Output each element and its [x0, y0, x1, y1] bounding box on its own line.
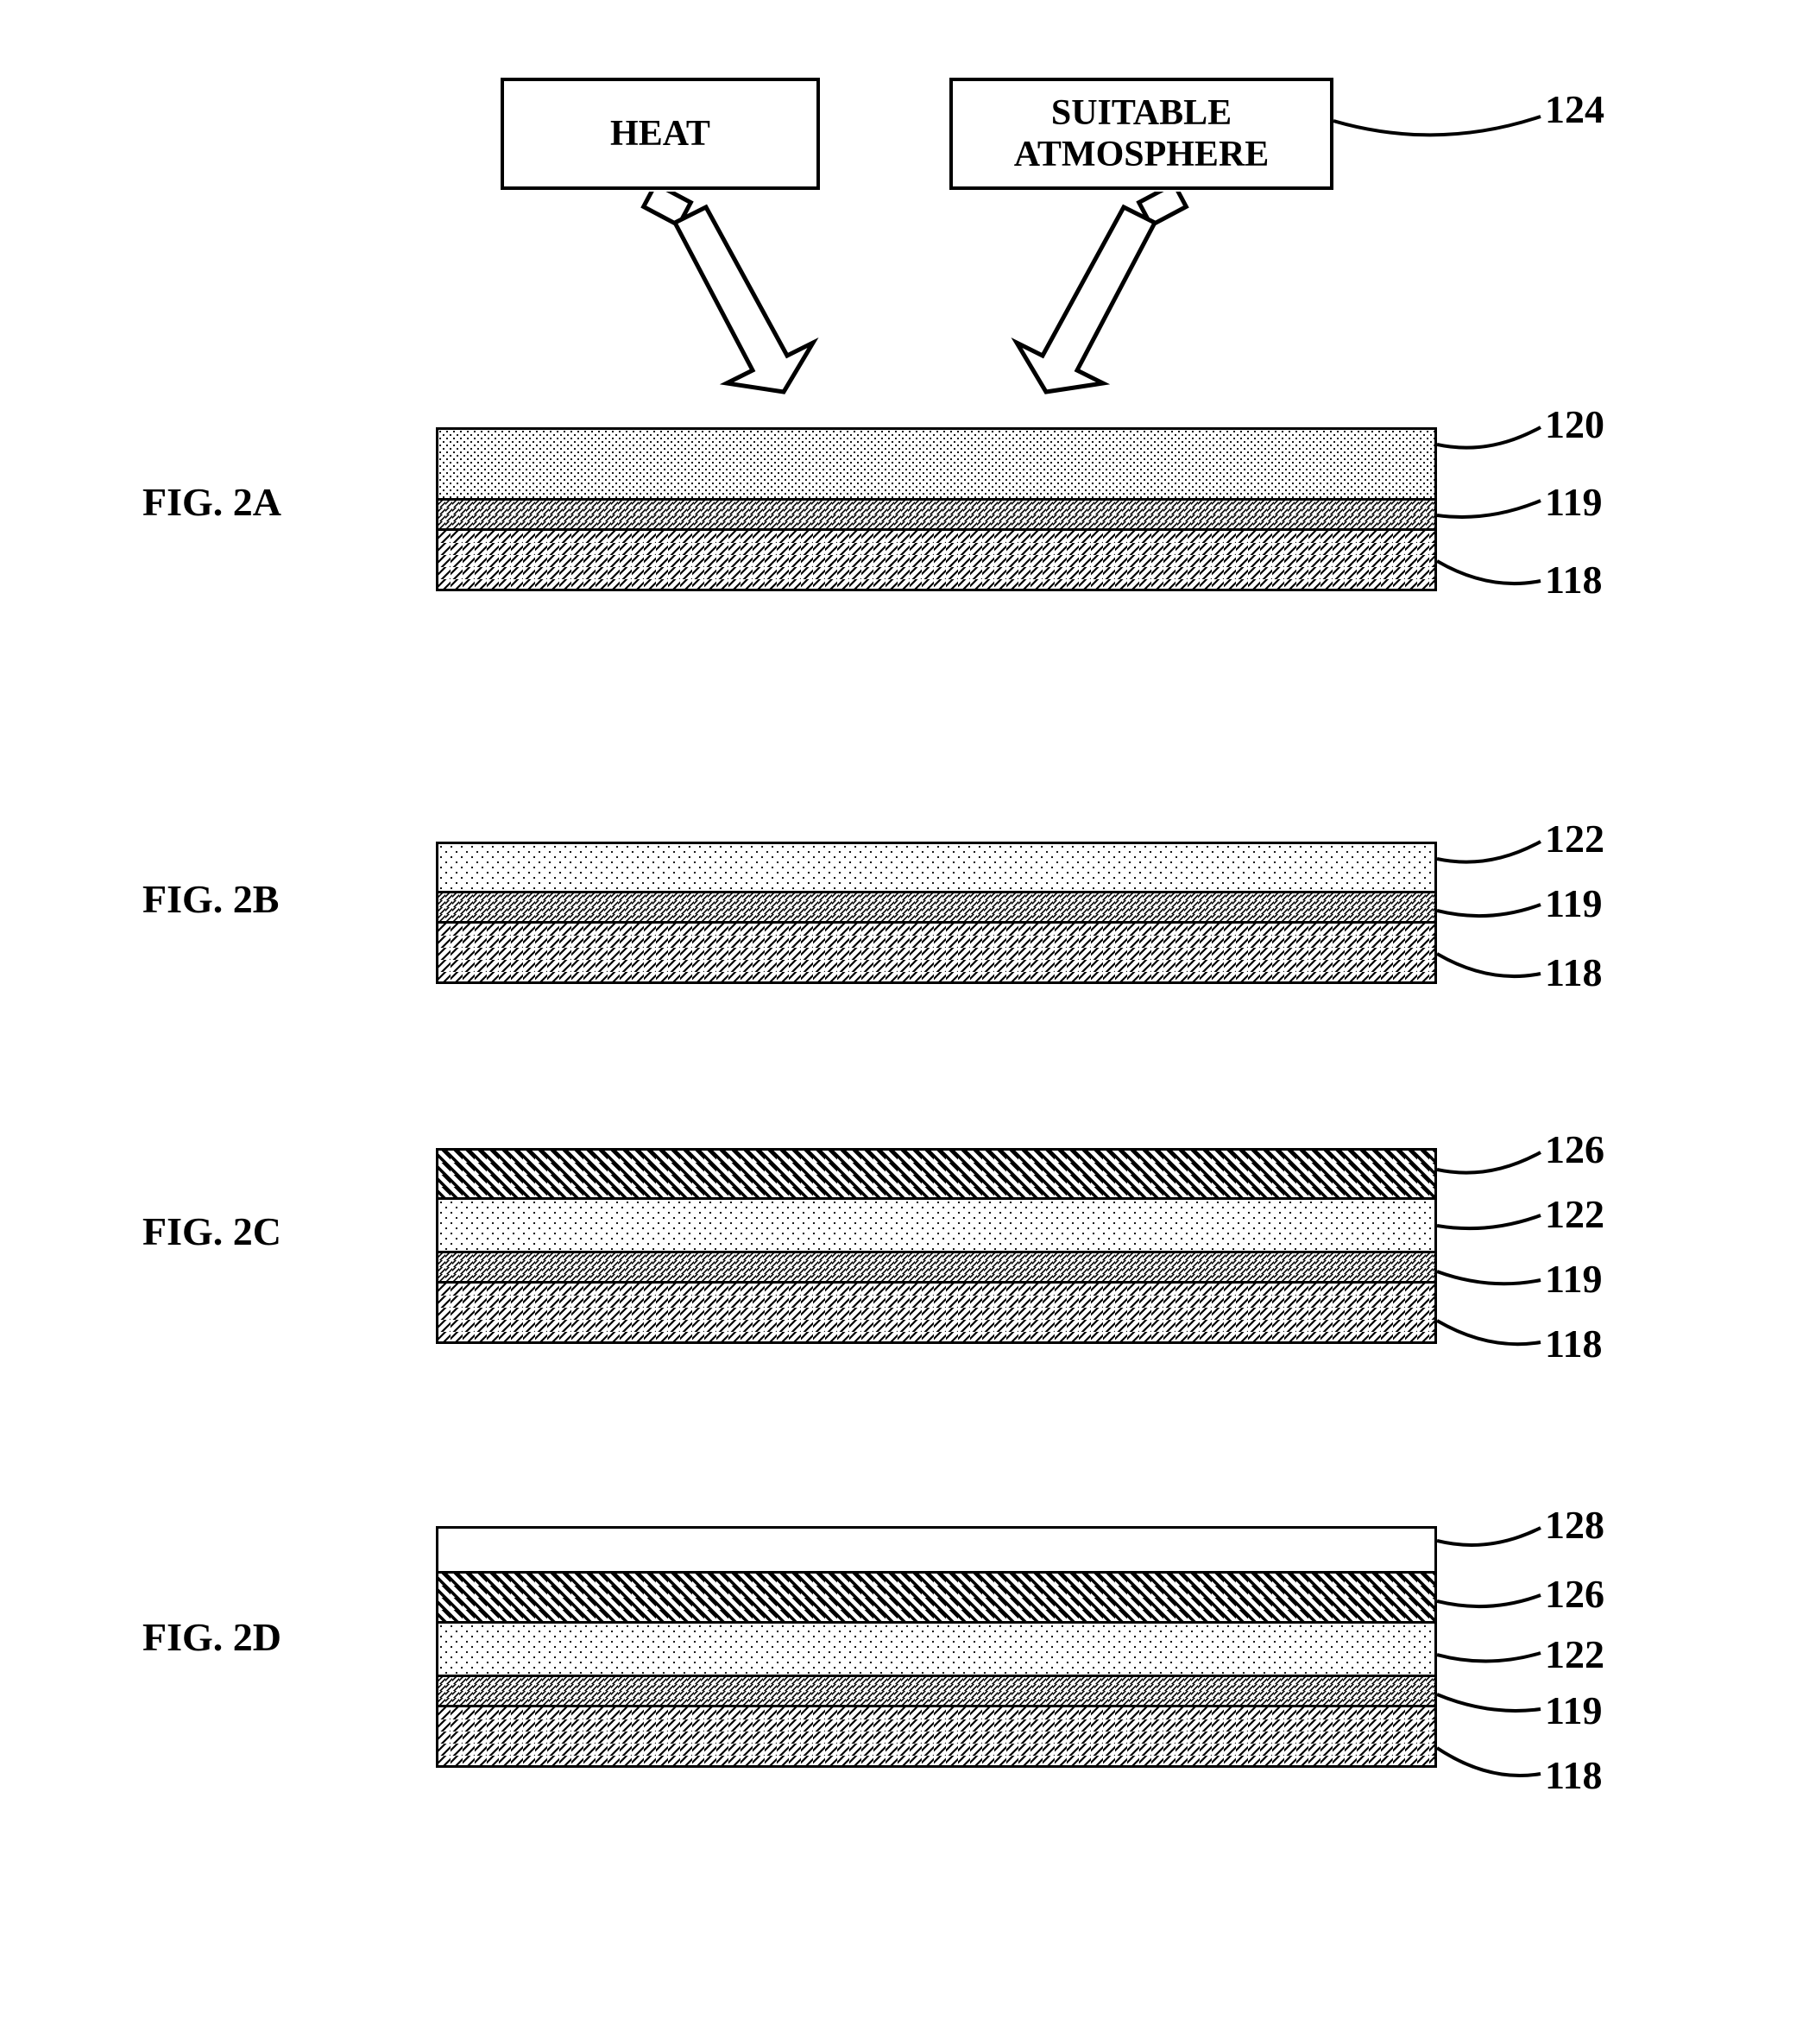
atmosphere-box: SUITABLE ATMOSPHERE	[949, 78, 1333, 190]
heat-box-label: HEAT	[610, 113, 710, 155]
ref-2a-120: 120	[1545, 401, 1604, 447]
ref-2c-122: 122	[1545, 1191, 1604, 1237]
leader-2c-126	[1437, 1148, 1549, 1183]
fig2c-layer-119	[436, 1253, 1437, 1284]
ref-2b-118: 118	[1545, 949, 1602, 995]
leader-2a-120	[1437, 423, 1549, 457]
fig2b-layer-119	[436, 893, 1437, 924]
atmosphere-box-label: SUITABLE ATMOSPHERE	[1014, 92, 1270, 176]
fig2d-layer-119	[436, 1677, 1437, 1707]
ref-2d-126: 126	[1545, 1571, 1604, 1617]
fig2c-layer-118	[436, 1284, 1437, 1344]
fig2d-layer-128	[436, 1526, 1437, 1574]
fig2d-layer-122	[436, 1624, 1437, 1677]
fig2b-layer-118	[436, 924, 1437, 984]
ref-2c-126: 126	[1545, 1126, 1604, 1172]
ref-2a-119: 119	[1545, 479, 1602, 525]
ref-2d-119: 119	[1545, 1688, 1602, 1733]
fig2a-layer-119	[436, 501, 1437, 531]
leader-2d-126	[1437, 1588, 1549, 1618]
ref-2b-119: 119	[1545, 880, 1602, 926]
fig2c-layer-126	[436, 1148, 1437, 1200]
leader-2d-128	[1437, 1524, 1549, 1558]
fig2c-layer-122	[436, 1200, 1437, 1253]
fig-2b-label: FIG. 2B	[142, 876, 279, 922]
leader-2c-118	[1437, 1316, 1549, 1355]
arrow-atmosphere	[984, 192, 1208, 399]
fig-2d-label: FIG. 2D	[142, 1614, 281, 1660]
leader-2d-118	[1437, 1744, 1549, 1787]
ref-2a-118: 118	[1545, 557, 1602, 602]
leader-2b-122	[1437, 837, 1549, 872]
arrow-heat	[621, 192, 846, 399]
leader-2b-119	[1437, 898, 1549, 928]
ref-2d-128: 128	[1545, 1502, 1604, 1548]
leader-2b-118	[1437, 949, 1549, 988]
leader-124	[1333, 108, 1549, 160]
fig2a-layer-120	[436, 427, 1437, 501]
leader-2d-122	[1437, 1644, 1549, 1675]
page: HEAT SUITABLE ATMOSPHERE 124 FIG. 2A 120	[0, 0, 1809, 2044]
ref-2d-118: 118	[1545, 1752, 1602, 1798]
ref-2c-118: 118	[1545, 1321, 1602, 1366]
fig-2a-label: FIG. 2A	[142, 479, 281, 525]
ref-2c-119: 119	[1545, 1256, 1602, 1302]
ref-2d-122: 122	[1545, 1631, 1604, 1677]
fig2b-layer-122	[436, 842, 1437, 893]
leader-2c-122	[1437, 1208, 1549, 1239]
ref-124: 124	[1545, 86, 1604, 132]
leader-2d-119	[1437, 1690, 1549, 1725]
fig2d-layer-118	[436, 1707, 1437, 1768]
fig2a-layer-118	[436, 531, 1437, 591]
leader-2c-119	[1437, 1265, 1549, 1299]
ref-2b-122: 122	[1545, 816, 1604, 861]
leader-2a-118	[1437, 557, 1549, 596]
heat-box: HEAT	[501, 78, 820, 190]
fig-2c-label: FIG. 2C	[142, 1208, 281, 1254]
fig2d-layer-126	[436, 1574, 1437, 1624]
leader-2a-119	[1437, 496, 1549, 527]
